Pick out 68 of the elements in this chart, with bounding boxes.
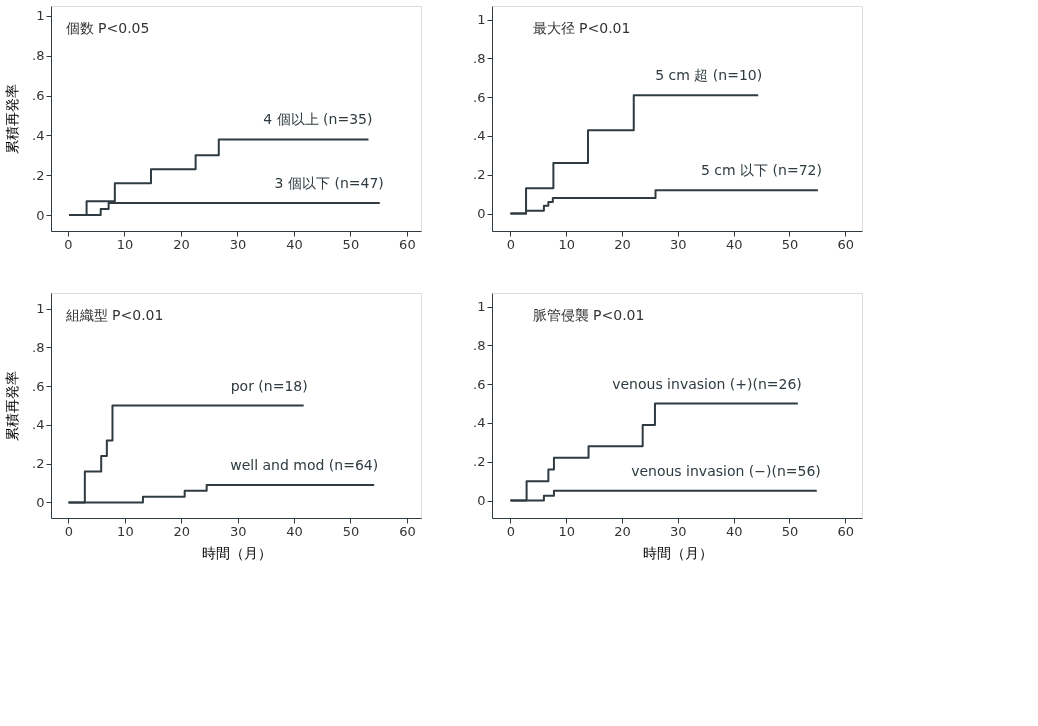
x-tick-label: 20 bbox=[614, 523, 631, 539]
y-tick-label: .2 bbox=[32, 456, 45, 472]
x-tick-label: 40 bbox=[725, 523, 743, 539]
text: 組織型 P<0.01 bbox=[64, 307, 164, 323]
x-tick-label: 60 bbox=[399, 523, 416, 539]
series-label: venous invasion (+)(n=26) bbox=[612, 375, 802, 392]
x-tick-label: 0 bbox=[64, 236, 73, 252]
y-axis-title: 累積再発率 bbox=[4, 371, 21, 441]
x-tick-label: 20 bbox=[173, 236, 190, 252]
x-tick-label: 0 bbox=[64, 523, 74, 539]
x-tick-label: 10 bbox=[117, 523, 134, 539]
y-tick-label: 1 bbox=[477, 12, 486, 28]
x-tick-label: 40 bbox=[725, 236, 743, 252]
y-tick-label: 1 bbox=[477, 299, 486, 315]
x-tick-label: 30 bbox=[670, 236, 687, 252]
x-tick-label: 10 bbox=[558, 523, 575, 539]
y-tick-label: .8 bbox=[32, 339, 45, 355]
series-label: 3 個以下 (n=47) bbox=[274, 175, 384, 192]
x-tick-label: 20 bbox=[614, 236, 631, 252]
y-tick-label: .6 bbox=[32, 378, 45, 394]
y-tick-label: .2 bbox=[473, 167, 486, 183]
x-tick-label: 50 bbox=[342, 236, 360, 252]
x-tick-label: 20 bbox=[173, 523, 191, 539]
y-tick-label: 0 bbox=[36, 494, 45, 510]
x-tick-label: 50 bbox=[781, 236, 799, 252]
x-tick-label: 30 bbox=[229, 523, 247, 539]
x-tick-label: 10 bbox=[116, 236, 134, 252]
x-axis-title: 時間（月） bbox=[642, 544, 713, 561]
x-tick-label: 10 bbox=[558, 236, 575, 252]
y-tick-label: .8 bbox=[473, 337, 486, 353]
y-tick-label: 1 bbox=[36, 301, 45, 317]
series-label: 5 cm 以下 (n=72) bbox=[700, 162, 822, 179]
y-tick-label: .6 bbox=[473, 376, 486, 392]
x-tick-label: 30 bbox=[229, 236, 247, 252]
y-axis-title: 累積再発率 bbox=[4, 84, 21, 154]
y-tick-label: .4 bbox=[473, 415, 486, 431]
x-axis-title: 時間（月） bbox=[201, 544, 272, 561]
y-tick-label: 1 bbox=[36, 8, 45, 24]
y-tick-label: 0 bbox=[477, 206, 486, 222]
y-tick-label: .6 bbox=[32, 88, 45, 104]
x-tick-label: 60 bbox=[837, 236, 855, 252]
y-tick-label: .2 bbox=[32, 167, 45, 183]
y-tick-label: .6 bbox=[473, 89, 486, 105]
y-tick-label: .4 bbox=[32, 417, 45, 433]
y-tick-label: 0 bbox=[477, 493, 486, 509]
x-tick-label: 40 bbox=[286, 236, 303, 252]
series-label: venous invasion (−)(n=56) bbox=[631, 462, 821, 479]
x-tick-label: 60 bbox=[837, 523, 855, 539]
x-tick-label: 30 bbox=[670, 523, 687, 539]
x-tick-label: 60 bbox=[399, 236, 416, 252]
y-tick-label: .4 bbox=[32, 127, 45, 143]
y-tick-label: .4 bbox=[473, 128, 486, 144]
series-label: por (n=18) bbox=[230, 377, 308, 394]
series-label: 4 個以上 (n=35) bbox=[263, 111, 373, 128]
text: 個数 P<0.05 bbox=[65, 20, 150, 36]
x-tick-label: 40 bbox=[286, 523, 303, 539]
text: 最大径 P<0.01 bbox=[532, 20, 631, 36]
x-tick-label: 50 bbox=[781, 523, 799, 539]
y-tick-label: .2 bbox=[473, 454, 486, 470]
x-tick-label: 0 bbox=[506, 236, 516, 252]
y-tick-label: .8 bbox=[32, 48, 45, 64]
series-label: well and mod (n=64) bbox=[230, 457, 379, 474]
text: 脈管侵襲 P<0.01 bbox=[532, 307, 645, 323]
series-label: 5 cm 超 (n=10) bbox=[655, 67, 763, 84]
y-tick-label: 0 bbox=[36, 207, 45, 223]
x-tick-label: 0 bbox=[506, 523, 516, 539]
x-tick-label: 50 bbox=[342, 523, 360, 539]
y-tick-label: .8 bbox=[473, 50, 486, 66]
